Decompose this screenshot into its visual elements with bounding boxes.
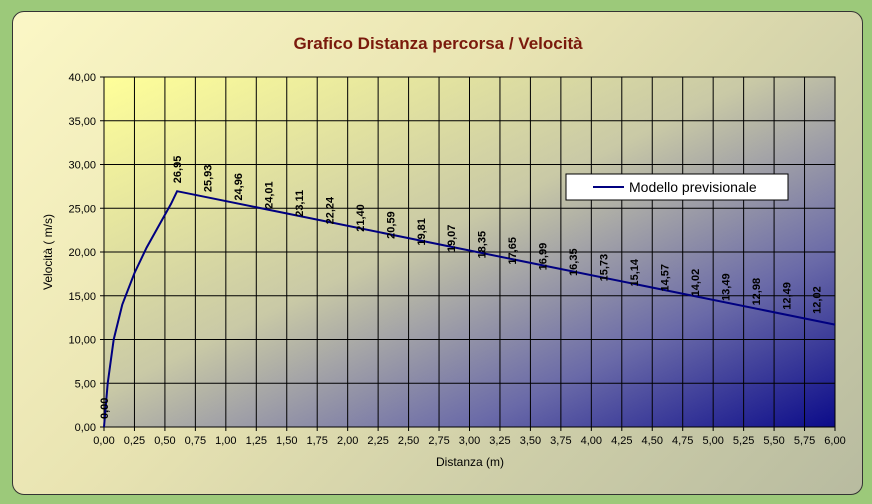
data-labels: 0,00 26,95 25,93 24,96 24,01 23,11 22,24 21,40 2… — [99, 156, 824, 419]
x-tick-label: 0,25 — [124, 435, 145, 447]
x-tick-label: 6,00 — [824, 435, 845, 447]
data-label: 24,96 — [233, 173, 245, 201]
data-label: 16,35 — [568, 248, 580, 276]
x-tick-label: 0,00 — [93, 435, 114, 447]
y-tick-label: 20,00 — [68, 247, 96, 259]
x-tick-label: 5,25 — [733, 435, 754, 447]
data-label: 21,40 — [355, 204, 367, 232]
data-label: 0,00 — [99, 398, 111, 419]
data-label: 18,35 — [477, 231, 489, 259]
y-axis-label: Velocità ( m/s) — [41, 214, 55, 290]
y-tick-label: 25,00 — [68, 203, 96, 215]
data-label: 15,73 — [599, 254, 611, 282]
x-tick-label: 5,75 — [794, 435, 815, 447]
series-line-modello-previsionale — [103, 190, 836, 428]
y-axis-ticks: 0,00 5,00 10,00 15,00 20,00 25,00 30,00 35,00 40… — [68, 72, 104, 434]
data-label: 17,65 — [507, 237, 519, 265]
x-tick-label: 3,00 — [459, 435, 480, 447]
y-tick-label: 5,00 — [75, 378, 96, 390]
x-tick-label: 0,50 — [154, 435, 175, 447]
y-tick-label: 10,00 — [68, 335, 96, 347]
data-label: 25,93 — [203, 165, 215, 193]
x-tick-label: 3,25 — [489, 435, 510, 447]
data-label: 20,59 — [385, 211, 397, 239]
data-label: 13,49 — [720, 273, 732, 301]
data-label: 19,07 — [446, 225, 458, 253]
x-tick-label: 2,50 — [398, 435, 419, 447]
x-tick-label: 4,50 — [642, 435, 663, 447]
x-axis-label: Distanza (m) — [436, 455, 504, 469]
data-label: 12,49 — [781, 282, 793, 310]
data-label: 14,02 — [690, 269, 702, 297]
data-label: 12,98 — [751, 278, 763, 306]
x-tick-label: 2,25 — [367, 435, 388, 447]
x-axis-ticks: 0,00 0,25 0,50 0,75 1,00 1,25 1,50 1,75 2,00 2,25… — [93, 427, 846, 447]
data-label: 16,99 — [538, 243, 550, 271]
chart-title: Grafico Distanza percorsa / Velocità — [293, 34, 583, 53]
x-tick-label: 3,50 — [520, 435, 541, 447]
x-tick-label: 4,25 — [611, 435, 632, 447]
data-label: 24,01 — [263, 181, 275, 209]
x-tick-label: 0,75 — [185, 435, 206, 447]
data-label: 15,14 — [629, 258, 641, 286]
x-tick-label: 2,75 — [428, 435, 449, 447]
x-tick-label: 4,75 — [672, 435, 693, 447]
data-label: 14,57 — [659, 264, 671, 292]
x-tick-label: 2,00 — [337, 435, 358, 447]
y-tick-label: 15,00 — [68, 291, 96, 303]
x-tick-label: 1,00 — [215, 435, 236, 447]
y-tick-label: 40,00 — [68, 72, 96, 84]
data-label: 26,95 — [172, 156, 184, 184]
data-label: 19,81 — [416, 218, 428, 246]
legend-entry: Modello previsionale — [629, 179, 757, 195]
x-tick-label: 5,50 — [763, 435, 784, 447]
legend-box — [565, 173, 789, 201]
data-label: 12,02 — [812, 286, 824, 314]
x-tick-label: 1,25 — [246, 435, 267, 447]
grid — [103, 76, 836, 428]
legend: Modello previsionale — [565, 173, 789, 201]
x-tick-label: 4,00 — [581, 435, 602, 447]
y-tick-label: 30,00 — [68, 160, 96, 172]
x-tick-label: 1,75 — [306, 435, 327, 447]
data-label: 22,24 — [324, 196, 336, 224]
x-tick-label: 1,50 — [276, 435, 297, 447]
y-tick-label: 35,00 — [68, 116, 96, 128]
x-tick-label: 3,75 — [550, 435, 571, 447]
x-tick-label: 5,00 — [702, 435, 723, 447]
y-tick-label: 0,00 — [75, 422, 96, 434]
data-label: 23,11 — [294, 190, 306, 217]
